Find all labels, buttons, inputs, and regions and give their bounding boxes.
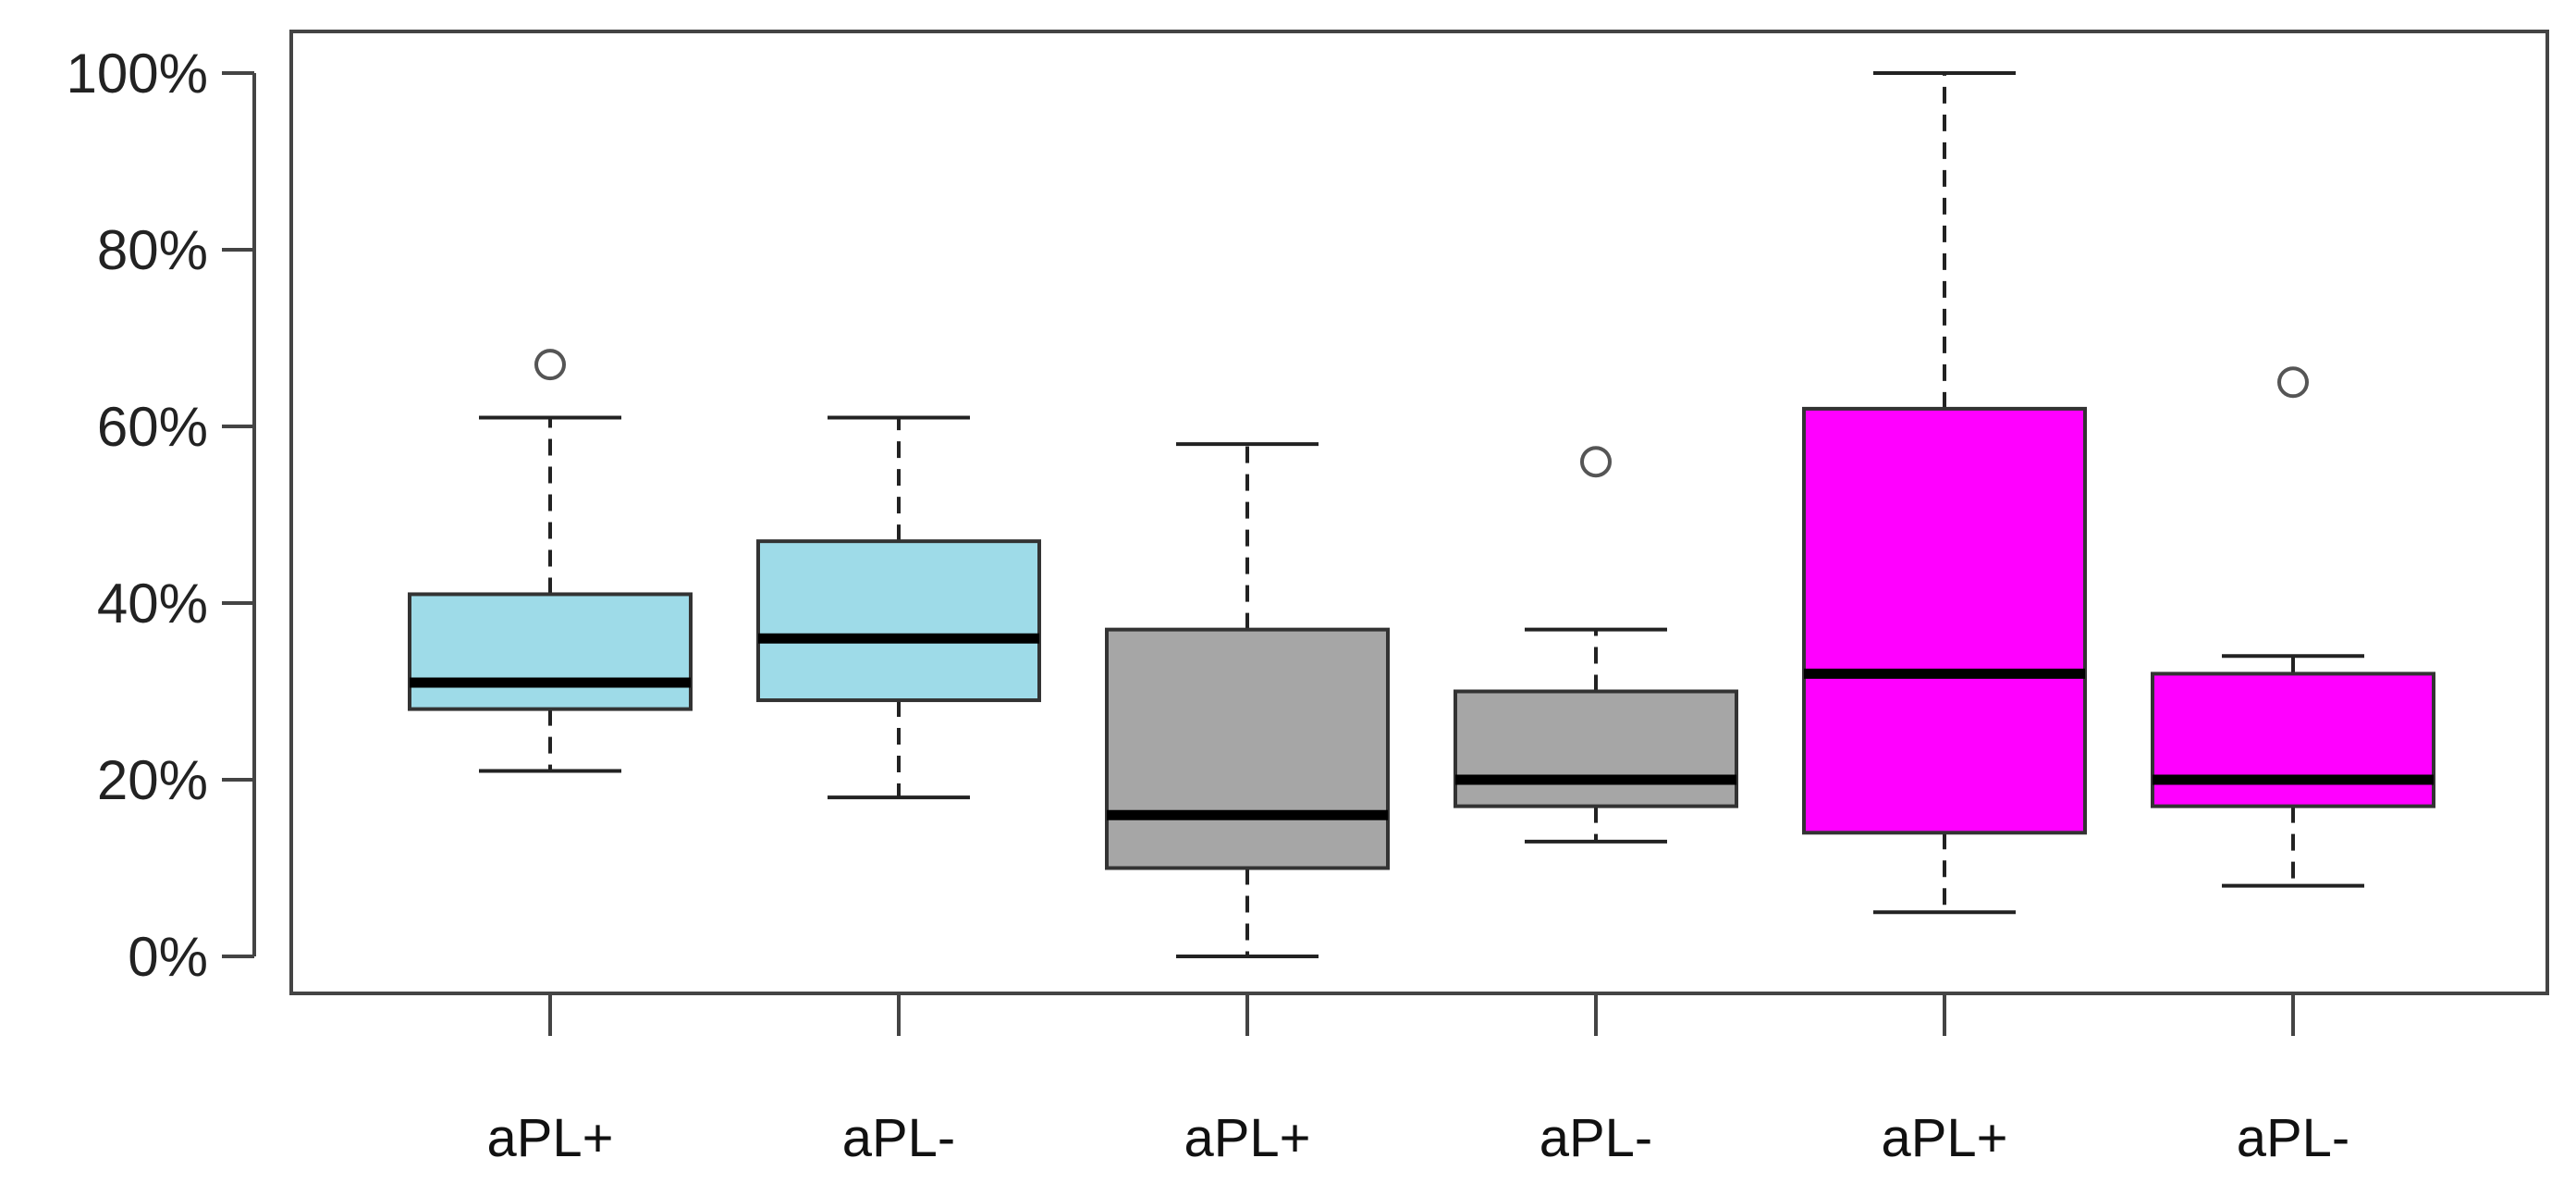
box-group: [1802, 71, 2087, 915]
box-iqr: [408, 592, 693, 711]
box-iqr: [1105, 627, 1390, 870]
y-tick-label: 100%: [67, 43, 208, 105]
y-tick-label: 0%: [128, 926, 208, 988]
y-axis: 0% 20% 40% 60% 80% 100%: [67, 43, 254, 988]
x-category-label: aPL+: [1881, 1108, 2007, 1168]
outlier-point: [534, 349, 566, 381]
y-tick-label: 60%: [97, 396, 208, 458]
box-group: [1105, 442, 1390, 958]
box-group: [1454, 446, 1738, 844]
x-category-label: aPL+: [1184, 1108, 1310, 1168]
box-iqr: [756, 539, 1041, 703]
box-group: [2151, 366, 2435, 888]
y-tick-label: 40%: [97, 573, 208, 635]
box-iqr: [1454, 689, 1738, 808]
y-tick-label: 20%: [97, 749, 208, 811]
box-iqr: [2151, 672, 2435, 808]
box-iqr: [1802, 406, 2087, 835]
plot-frame: [289, 30, 2549, 995]
x-category-label: aPL+: [486, 1108, 613, 1168]
box-group: [408, 349, 693, 773]
x-category-label: aPL-: [842, 1108, 956, 1168]
x-category-label: aPL-: [1539, 1108, 1653, 1168]
outlier-point: [2277, 366, 2309, 399]
outlier-point: [1580, 446, 1612, 478]
x-category-label: aPL-: [2237, 1108, 2350, 1168]
x-axis: aPL+ aPL-aPL+ aPL-aPL+ aPL-: [486, 993, 2349, 1168]
box-group: [756, 415, 1041, 800]
boxes-group: [408, 71, 2435, 958]
y-tick-label: 80%: [97, 219, 208, 281]
